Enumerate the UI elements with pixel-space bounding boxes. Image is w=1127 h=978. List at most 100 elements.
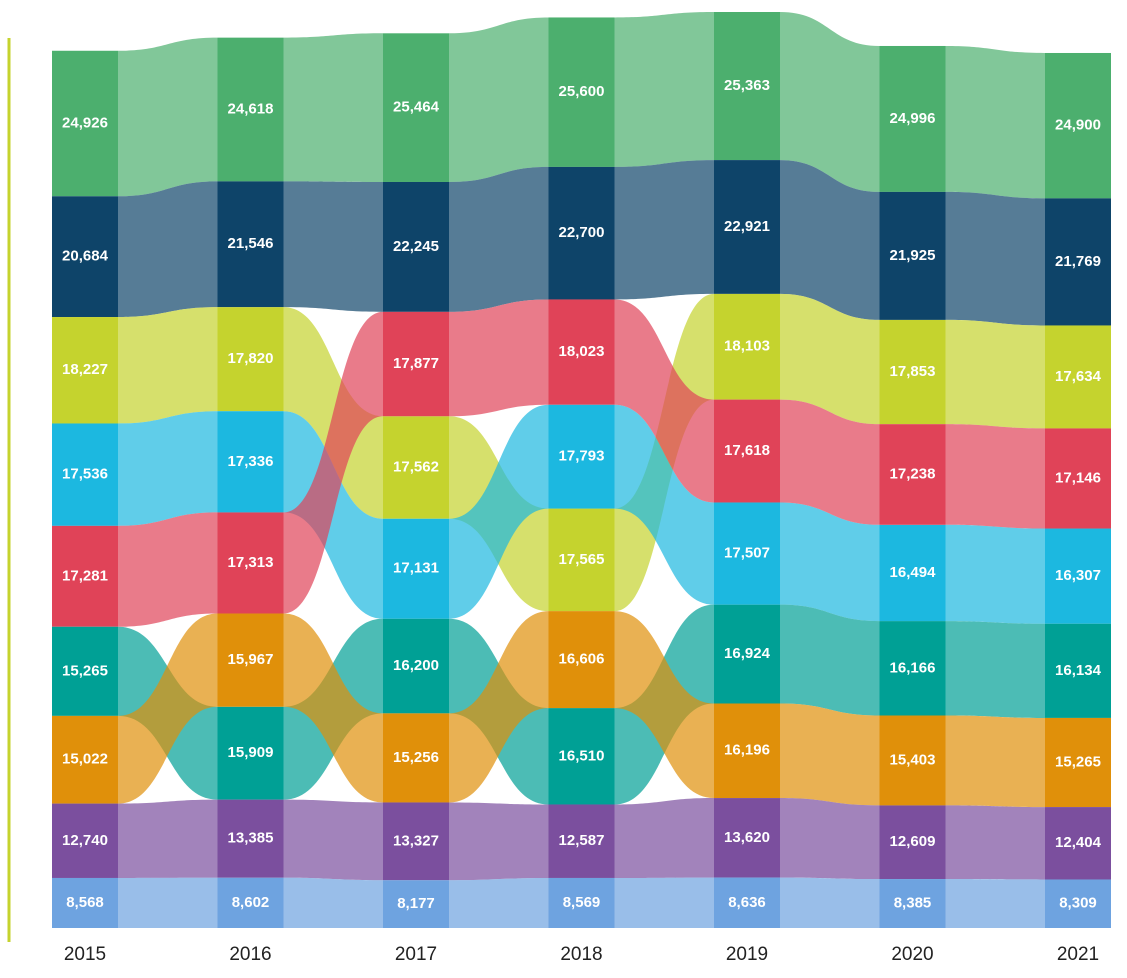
ribbon xyxy=(449,166,549,312)
ribbons xyxy=(118,12,1045,928)
value-label: 17,238 xyxy=(890,465,936,482)
labels: 24,926 24,618 25,464 25,600 25,363 24,996 24,9… xyxy=(62,77,1102,965)
bar xyxy=(383,181,449,312)
bar xyxy=(1045,325,1111,429)
bar xyxy=(217,181,284,308)
ribbon xyxy=(780,604,880,716)
ribbon xyxy=(945,879,1045,928)
ribbon xyxy=(780,293,880,425)
bar xyxy=(714,293,780,400)
bar xyxy=(383,880,449,928)
bar xyxy=(383,518,449,619)
ribbon xyxy=(780,703,880,806)
bar xyxy=(714,12,780,161)
value-label: 16,510 xyxy=(559,747,605,764)
value-label: 16,924 xyxy=(724,645,771,662)
ribbon xyxy=(614,299,714,503)
bar xyxy=(52,626,118,716)
bar xyxy=(714,877,780,928)
bar xyxy=(1045,717,1111,808)
value-label: 22,921 xyxy=(724,218,770,235)
bar xyxy=(548,877,615,928)
bar xyxy=(714,703,780,799)
bar xyxy=(52,715,118,804)
ribbon xyxy=(283,799,383,881)
value-label: 12,404 xyxy=(1055,834,1102,851)
bar xyxy=(879,715,946,806)
ribbon xyxy=(283,181,383,312)
ribbon xyxy=(449,802,549,881)
ribbon xyxy=(945,319,1045,429)
ribbon xyxy=(118,799,218,878)
ribbon xyxy=(780,12,880,192)
bar xyxy=(383,33,449,182)
value-label: 16,134 xyxy=(1055,662,1102,679)
bar xyxy=(1045,528,1111,624)
bar xyxy=(217,411,284,513)
bar xyxy=(217,37,284,182)
ribbon xyxy=(283,33,383,182)
value-label: 20,684 xyxy=(62,248,109,265)
bar xyxy=(1045,52,1111,199)
value-label: 17,618 xyxy=(724,442,770,459)
bar xyxy=(1045,428,1111,529)
value-label: 17,313 xyxy=(228,554,274,571)
ribbon xyxy=(780,399,880,525)
value-label: 25,464 xyxy=(393,99,440,116)
value-label: 15,909 xyxy=(228,744,274,761)
value-label: 17,562 xyxy=(393,458,439,475)
ribbon xyxy=(118,307,218,424)
bar xyxy=(548,17,615,167)
value-label: 17,281 xyxy=(62,567,108,584)
value-label: 8,602 xyxy=(232,894,270,911)
ribbon xyxy=(614,160,714,300)
ribbon xyxy=(945,424,1045,529)
bar xyxy=(383,713,449,803)
bar xyxy=(714,399,780,503)
value-label: 21,925 xyxy=(890,247,936,264)
value-label: 16,494 xyxy=(890,564,937,581)
value-label: 22,700 xyxy=(559,224,605,241)
bar xyxy=(217,307,284,412)
ribbon xyxy=(945,191,1045,326)
bar xyxy=(879,621,946,716)
ribbon xyxy=(780,798,880,880)
value-label: 21,546 xyxy=(228,235,274,252)
bar xyxy=(714,798,780,878)
value-label: 18,227 xyxy=(62,361,108,378)
bar xyxy=(548,804,615,878)
value-label: 16,166 xyxy=(890,659,936,676)
bar xyxy=(1045,879,1111,928)
ribbon xyxy=(118,877,218,928)
value-label: 8,636 xyxy=(728,894,766,911)
bar xyxy=(383,802,449,881)
x-tick-label: 2018 xyxy=(560,944,602,965)
value-label: 15,403 xyxy=(890,751,936,768)
ribbon xyxy=(945,805,1045,880)
bar xyxy=(879,805,946,880)
bar xyxy=(217,512,284,614)
bar xyxy=(879,424,946,525)
bar xyxy=(52,423,118,526)
value-label: 15,265 xyxy=(62,662,108,679)
value-label: 8,385 xyxy=(894,894,932,911)
bar xyxy=(548,404,615,509)
value-label: 13,385 xyxy=(228,830,274,847)
value-label: 13,327 xyxy=(393,832,439,849)
bar xyxy=(879,319,946,425)
ribbon xyxy=(118,512,218,627)
bar xyxy=(879,524,946,622)
value-label: 24,618 xyxy=(228,100,274,117)
bar xyxy=(548,611,615,709)
value-label: 17,146 xyxy=(1055,469,1101,486)
ribbon xyxy=(449,299,549,417)
bar xyxy=(879,191,946,320)
value-label: 16,606 xyxy=(559,651,605,668)
ribbon xyxy=(449,17,549,182)
ribbon xyxy=(945,621,1045,718)
value-label: 18,023 xyxy=(559,343,605,360)
x-tick-label: 2016 xyxy=(229,944,271,965)
bar xyxy=(383,416,449,519)
value-label: 24,926 xyxy=(62,114,108,131)
